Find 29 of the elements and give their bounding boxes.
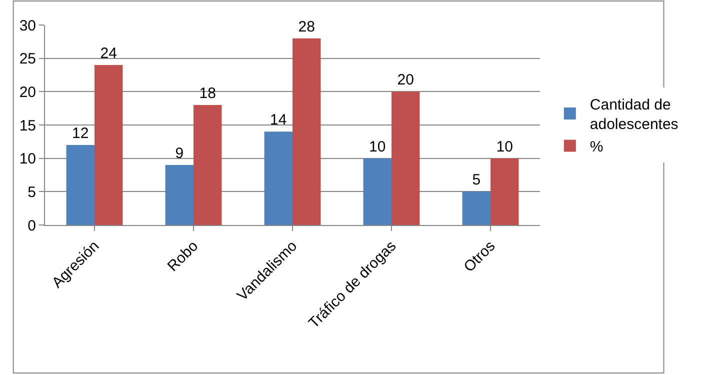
data-label: 20 — [397, 72, 414, 89]
y-tick-label: 25 — [19, 50, 36, 68]
y-tick-label: 15 — [19, 117, 36, 134]
legend-label: % — [590, 138, 604, 156]
data-label: 10 — [369, 138, 386, 156]
data-label: 24 — [100, 45, 117, 62]
data-label: 5 — [472, 172, 481, 189]
bar — [292, 38, 321, 225]
y-tick-label: 20 — [19, 84, 36, 101]
data-label: 28 — [298, 18, 315, 36]
bar — [94, 65, 123, 225]
data-label: 9 — [175, 145, 184, 162]
y-tick-label: 10 — [19, 150, 36, 168]
bar — [194, 105, 222, 225]
data-label: 18 — [199, 85, 216, 102]
bar — [490, 158, 519, 225]
bar — [66, 145, 94, 225]
bar — [363, 158, 392, 225]
data-label: 10 — [496, 138, 513, 156]
legend-label: Cantidad de adolescentes — [590, 96, 678, 134]
y-tick-label: 0 — [28, 217, 36, 234]
data-label: 14 — [270, 112, 287, 129]
y-tick-label: 5 — [28, 184, 36, 201]
bar — [264, 132, 292, 225]
bar — [165, 165, 194, 225]
y-tick-label: 30 — [19, 17, 36, 34]
bar — [392, 92, 420, 225]
data-label: 12 — [72, 125, 89, 142]
bar — [462, 192, 490, 225]
